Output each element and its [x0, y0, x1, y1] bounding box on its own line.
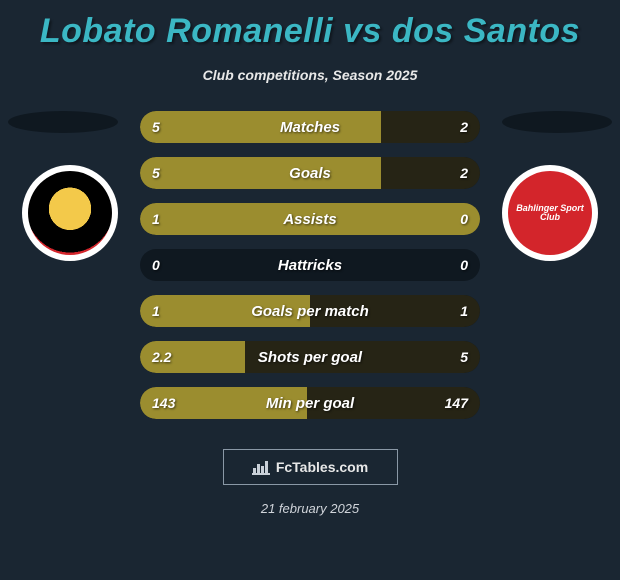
comparison-stage: Bahlinger Sport Club Matches52Goals52Ass… [0, 111, 620, 431]
stat-value-right: 2 [448, 111, 480, 143]
brand-label: FcTables.com [276, 459, 368, 475]
stat-row: Assists1 0 [140, 203, 480, 235]
chart-icon [252, 459, 270, 475]
footer-date: 21 february 2025 [0, 501, 620, 516]
stat-value-left: 143 [140, 387, 187, 419]
stat-value-left: 5 [140, 111, 172, 143]
subtitle: Club competitions, Season 2025 [0, 67, 620, 83]
stat-row: Min per goal143 147 [140, 387, 480, 419]
club-crest-left-icon [28, 171, 112, 255]
stat-row: Matches5 2 [140, 111, 480, 143]
club-crest-right-icon: Bahlinger Sport Club [508, 171, 592, 255]
stat-value-right: 5 [448, 341, 480, 373]
stat-value-left: 1 [140, 203, 172, 235]
stat-label: Hattricks [140, 249, 480, 281]
stat-value-left: 0 [140, 249, 172, 281]
page-title: Lobato Romanelli vs dos Santos [0, 0, 620, 51]
stat-value-left: 2.2 [140, 341, 183, 373]
stat-value-left: 5 [140, 157, 172, 189]
badge-shadow-right [502, 111, 612, 133]
stat-label: Shots per goal [140, 341, 480, 373]
stat-bars: Matches52Goals52Assists10Hattricks00Goal… [140, 111, 480, 433]
stat-value-right: 1 [448, 295, 480, 327]
stat-value-left: 1 [140, 295, 172, 327]
stat-label: Matches [140, 111, 480, 143]
stat-value-right: 0 [448, 203, 480, 235]
stat-value-right: 0 [448, 249, 480, 281]
stat-value-right: 147 [433, 387, 480, 419]
stat-label: Goals per match [140, 295, 480, 327]
stat-row: Hattricks0 0 [140, 249, 480, 281]
stat-row: Goals per match1 1 [140, 295, 480, 327]
club-badge-right: Bahlinger Sport Club [502, 165, 598, 261]
brand-box: FcTables.com [223, 449, 398, 485]
stat-label: Assists [140, 203, 480, 235]
stat-value-right: 2 [448, 157, 480, 189]
club-badge-left [22, 165, 118, 261]
stat-label: Min per goal [140, 387, 480, 419]
badge-shadow-left [8, 111, 118, 133]
stat-row: Goals5 2 [140, 157, 480, 189]
stat-row: Shots per goal2.2 5 [140, 341, 480, 373]
stat-label: Goals [140, 157, 480, 189]
